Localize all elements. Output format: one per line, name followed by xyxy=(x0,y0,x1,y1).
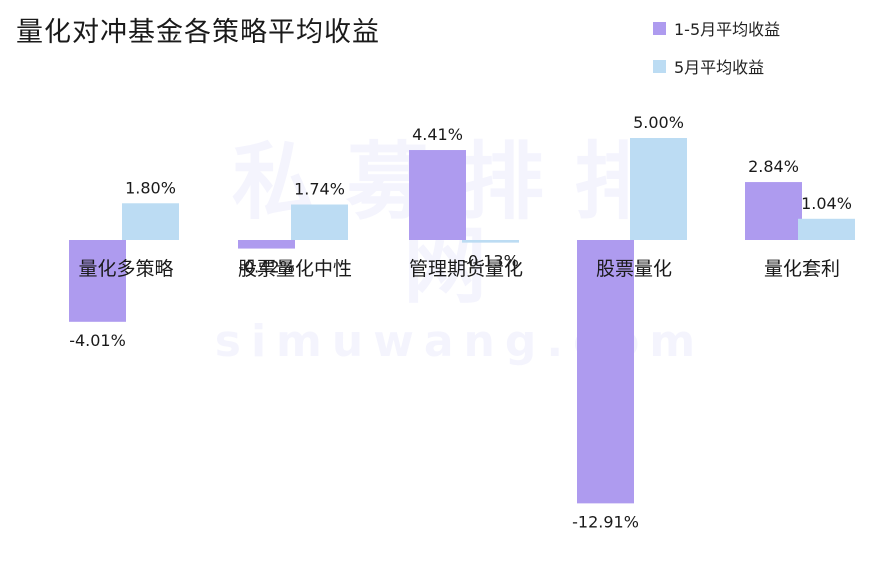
bar-series1-2 xyxy=(238,240,295,249)
category-label-5: 量化套利 xyxy=(764,258,840,280)
chart-title: 量化对冲基金各策略平均收益 xyxy=(16,17,380,48)
category-label-3: 管理期货量化 xyxy=(409,258,523,280)
legend-label-series2: 5月平均收益 xyxy=(674,58,765,77)
bar-series2-3 xyxy=(462,240,519,243)
legend-swatch-series1 xyxy=(653,21,666,35)
data-label-series2-3: -0.13% xyxy=(462,252,519,271)
legend-swatch-series2 xyxy=(653,59,666,73)
data-label-series1-4: -12.91% xyxy=(572,512,639,531)
bar-series1-4 xyxy=(577,240,634,504)
bar-series2-1 xyxy=(122,203,179,240)
bar-series1-5 xyxy=(745,182,802,240)
bar-series2-2 xyxy=(291,204,348,240)
legend-item-series2: 5月平均收益 xyxy=(653,54,764,78)
bar-series2-5 xyxy=(798,218,855,240)
data-label-series1-5: 2.84% xyxy=(748,157,799,176)
data-label-series2-2: 1.74% xyxy=(294,180,345,199)
data-label-series1-1: -4.01% xyxy=(69,331,126,350)
data-label-series1-3: 4.41% xyxy=(412,125,463,144)
category-label-2: 股票量化中性 xyxy=(238,258,352,280)
bar-series1-1 xyxy=(69,240,126,322)
data-label-series2-4: 5.00% xyxy=(633,113,684,132)
legend-item-series1: 1-5月平均收益 xyxy=(653,16,780,40)
category-label-1: 量化多策略 xyxy=(78,258,173,280)
data-label-series2-5: 1.04% xyxy=(801,194,852,213)
data-label-series2-1: 1.80% xyxy=(125,178,176,197)
bar-series1-3 xyxy=(409,150,466,240)
category-label-4: 股票量化 xyxy=(596,258,672,280)
legend-label-series1: 1-5月平均收益 xyxy=(674,20,781,39)
bar-series2-4 xyxy=(630,138,687,240)
data-label-series1-2: -0.42% xyxy=(238,258,295,277)
